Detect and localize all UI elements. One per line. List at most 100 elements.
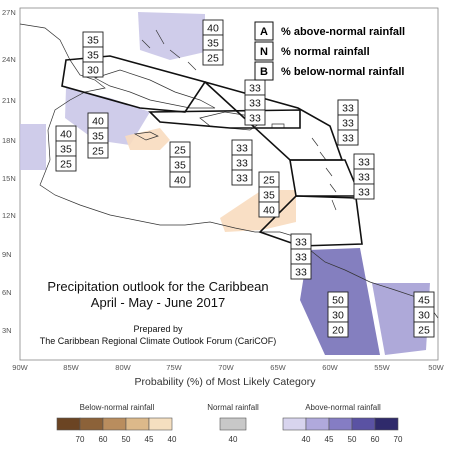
stack-cell (82, 61, 104, 78)
stack-cell (413, 321, 435, 338)
colorbar-tick: 50 (348, 435, 357, 444)
stack-value: 33 (236, 143, 248, 155)
bahamas-islands (141, 29, 197, 71)
lat-tick-label: 21N (2, 96, 16, 105)
legend-desc-normal: % normal rainfall (281, 46, 370, 58)
colorbar-swatch (125, 417, 150, 431)
legend-desc-above: % above-normal rainfall (281, 26, 405, 38)
lon-tick-label: 75W (166, 363, 182, 372)
stack-windward: 33 33 33 (353, 153, 375, 200)
colorbar-swatch (219, 417, 247, 431)
stack-cell (169, 171, 191, 188)
lesser-antilles (311, 137, 337, 211)
stack-value: 30 (332, 310, 344, 322)
legend-key-box-a (254, 21, 274, 41)
colorbar-tick: 45 (145, 435, 154, 444)
lat-tick-label: 24N (2, 55, 16, 64)
normal-colorbar-label: Normal rainfall (207, 403, 259, 412)
legend-desc-below: % below-normal rainfall (281, 66, 404, 78)
legend-key-box-n (254, 41, 274, 61)
stack-value: 33 (249, 83, 261, 95)
stack-value: 40 (263, 205, 275, 217)
below-colorbar-label: Below-normal rainfall (80, 403, 155, 412)
abn-legend: A % above-normal rainfall N % normal rai… (254, 21, 405, 81)
stack-haiti-dr: 33 33 33 (231, 139, 253, 186)
legend-key-b: B (260, 66, 268, 78)
stack-guyana: 50 30 20 (327, 291, 349, 338)
stack-cell (290, 263, 312, 280)
stack-leeward-east: 33 33 33 (337, 99, 359, 146)
stack-value: 40 (174, 175, 186, 187)
stack-hispaniola-north: 33 33 33 (244, 79, 266, 126)
lat-tick-label: 27N (2, 8, 16, 17)
stack-value: 35 (60, 144, 72, 156)
stack-value: 50 (332, 295, 344, 307)
lat-tick-label: 12N (2, 211, 16, 220)
lon-tick-label: 65W (270, 363, 286, 372)
lat-tick-label: 18N (2, 136, 16, 145)
colorbar-tick: 60 (99, 435, 108, 444)
stack-value: 40 (92, 116, 104, 128)
lon-tick-label: 50W (428, 363, 444, 372)
stack-bahamas-east: 40 35 25 (202, 19, 224, 66)
colorbar-swatch (351, 417, 376, 431)
lon-tick-label: 55W (374, 363, 390, 372)
lat-tick-label: 6N (2, 288, 12, 297)
stack-abc-islands: 25 35 40 (258, 171, 280, 218)
stack-cayman-cuba: 40 35 25 (87, 112, 109, 159)
colorbar-swatch (148, 417, 173, 431)
colorbar-title: Probability (%) of Most Likely Category (135, 376, 317, 388)
stack-cell (87, 142, 109, 159)
longitude-axis: 90W 85W 80W 75W 70W 65W 60W 55W 50W (12, 363, 444, 372)
stack-value: 25 (207, 53, 219, 65)
stack-value: 33 (295, 267, 307, 279)
colorbar-swatch (374, 417, 399, 431)
stack-value: 33 (358, 187, 370, 199)
colorbar-tick: 40 (229, 435, 238, 444)
mainland-coast (19, 23, 439, 319)
stack-value: 35 (174, 160, 186, 172)
colorbar-tick: 50 (122, 435, 131, 444)
legend-key-box-b (254, 61, 274, 81)
stack-value: 35 (263, 190, 275, 202)
map-period: April - May - June 2017 (91, 295, 225, 310)
stack-value: 33 (249, 98, 261, 110)
stack-value: 25 (174, 145, 186, 157)
stack-cell (337, 129, 359, 146)
lon-tick-label: 85W (63, 363, 79, 372)
below-colorbar: 70 60 50 45 40 (56, 417, 177, 444)
cuba-coast (94, 69, 216, 109)
stack-value: 30 (418, 310, 430, 322)
stack-value: 33 (295, 252, 307, 264)
jamaica-coast (133, 131, 159, 141)
legend-key-a: A (260, 26, 268, 38)
stack-cell (244, 109, 266, 126)
stack-value: 25 (92, 146, 104, 158)
map-title: Precipitation outlook for the Caribbean (47, 279, 268, 294)
stack-value: 35 (207, 38, 219, 50)
stack-trinidad: 33 33 33 (290, 233, 312, 280)
stack-value: 35 (87, 35, 99, 47)
colorbar-tick: 60 (371, 435, 380, 444)
stack-value: 40 (60, 129, 72, 141)
lat-tick-label: 3N (2, 326, 12, 335)
bahamas-above-region (138, 12, 205, 60)
stack-cell (258, 201, 280, 218)
stack-cell (231, 169, 253, 186)
stack-value: 33 (358, 157, 370, 169)
stack-value: 33 (236, 173, 248, 185)
stack-belize: 40 35 25 (55, 125, 77, 172)
lat-tick-label: 9N (2, 250, 12, 259)
zone-south (258, 195, 363, 247)
stack-value: 45 (418, 295, 430, 307)
colorbar-tick: 40 (302, 435, 311, 444)
stack-value: 40 (207, 23, 219, 35)
normal-colorbar: 40 (219, 417, 247, 444)
lon-tick-label: 90W (12, 363, 28, 372)
colorbar-swatch (79, 417, 104, 431)
colorbar-tick: 40 (168, 435, 177, 444)
stack-value: 35 (87, 50, 99, 62)
zone-hispaniola (148, 109, 301, 129)
stack-value: 33 (342, 133, 354, 145)
stack-jamaica: 25 35 40 (169, 141, 191, 188)
